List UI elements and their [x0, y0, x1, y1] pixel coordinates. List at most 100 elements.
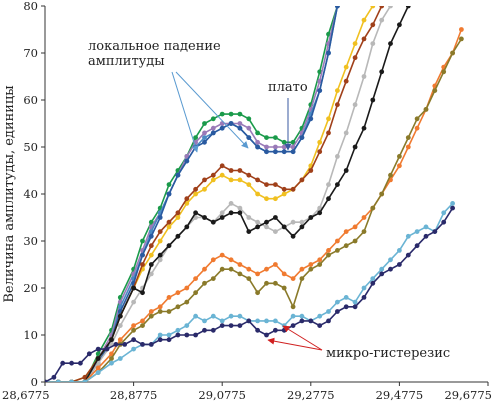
- data-point: [228, 111, 234, 117]
- data-point: [69, 360, 74, 366]
- x-tick-label: 29,2775: [287, 388, 335, 402]
- data-point: [281, 149, 287, 155]
- data-point: [219, 163, 225, 169]
- data-point: [317, 323, 323, 328]
- data-point: [397, 262, 402, 267]
- data-point: [166, 243, 172, 249]
- data-point: [326, 252, 331, 258]
- data-point: [157, 309, 163, 314]
- data-point: [109, 337, 114, 343]
- data-point: [131, 337, 137, 343]
- data-point: [140, 262, 145, 267]
- data-point: [370, 22, 376, 28]
- x-tick-label: 28,6775: [2, 388, 50, 402]
- data-point: [317, 139, 323, 145]
- data-point: [184, 299, 190, 305]
- data-point: [273, 318, 278, 324]
- data-point: [379, 69, 385, 75]
- data-point: [361, 74, 367, 79]
- data-point: [352, 41, 358, 46]
- y-ticks: 0 10 20 30 40 50 60 70 80: [23, 0, 45, 389]
- data-point: [317, 257, 323, 263]
- data-point: [326, 318, 331, 324]
- data-point: [237, 210, 243, 216]
- x-tick-label: 29,6775: [444, 388, 492, 402]
- data-point: [326, 182, 331, 188]
- x-tick-label: 28,8775: [110, 388, 158, 402]
- x-tick-label: 29,0775: [198, 388, 246, 402]
- data-point: [210, 116, 216, 122]
- data-point: [166, 191, 172, 197]
- data-point: [60, 360, 66, 366]
- data-point: [343, 304, 349, 310]
- data-point: [352, 102, 358, 108]
- data-point: [210, 177, 216, 183]
- data-point: [228, 177, 234, 183]
- data-point: [157, 215, 163, 220]
- data-point: [193, 332, 199, 338]
- annotation-micro-hysteresis-arrow2: [282, 325, 323, 351]
- data-point: [117, 337, 123, 343]
- data-point: [273, 280, 278, 286]
- data-point: [299, 318, 305, 324]
- data-point: [273, 262, 278, 267]
- data-point: [237, 323, 243, 328]
- data-point: [131, 299, 137, 305]
- data-point: [308, 116, 314, 122]
- data-point: [255, 144, 260, 150]
- data-point: [370, 6, 376, 9]
- data-point: [109, 351, 114, 357]
- data-point: [299, 313, 305, 319]
- data-point: [432, 229, 438, 235]
- data-point: [184, 201, 190, 206]
- y-axis-label: Величина амплитуды, единицы: [2, 85, 17, 302]
- data-point: [202, 130, 207, 136]
- data-point: [264, 149, 269, 155]
- data-point: [193, 191, 199, 197]
- data-point: [370, 280, 376, 286]
- data-point: [246, 276, 252, 281]
- data-point: [352, 224, 358, 230]
- data-point: [361, 125, 367, 131]
- data-point: [335, 6, 340, 9]
- data-point: [290, 323, 296, 328]
- data-point: [219, 252, 225, 258]
- data-point: [228, 313, 234, 319]
- data-point: [388, 266, 393, 272]
- data-point: [343, 130, 349, 136]
- data-point: [343, 243, 349, 249]
- data-point: [219, 172, 225, 178]
- data-point: [104, 346, 110, 352]
- data-point: [202, 327, 207, 333]
- data-point: [166, 337, 172, 343]
- y-tick-label: 10: [23, 328, 38, 342]
- data-point: [131, 346, 137, 352]
- data-point: [281, 139, 287, 145]
- data-point: [237, 271, 243, 277]
- data-point: [326, 196, 331, 202]
- data-point: [335, 299, 340, 305]
- data-point: [237, 121, 243, 126]
- data-point: [148, 271, 154, 277]
- data-point: [193, 186, 199, 192]
- data-point: [317, 313, 323, 319]
- data-point: [450, 201, 455, 206]
- data-point: [450, 50, 455, 56]
- data-point: [326, 116, 331, 122]
- data-point: [193, 276, 199, 281]
- data-point: [361, 229, 367, 235]
- data-point: [405, 144, 411, 150]
- data-point: [157, 332, 163, 338]
- data-point: [335, 238, 340, 244]
- data-point: [237, 177, 243, 183]
- data-point: [237, 313, 243, 319]
- data-point: [281, 144, 287, 150]
- data-point: [184, 158, 190, 164]
- data-point: [109, 356, 114, 361]
- data-point: [405, 6, 411, 9]
- data-point: [335, 88, 340, 93]
- data-point: [166, 224, 172, 230]
- data-point: [441, 219, 447, 225]
- data-point: [281, 224, 287, 230]
